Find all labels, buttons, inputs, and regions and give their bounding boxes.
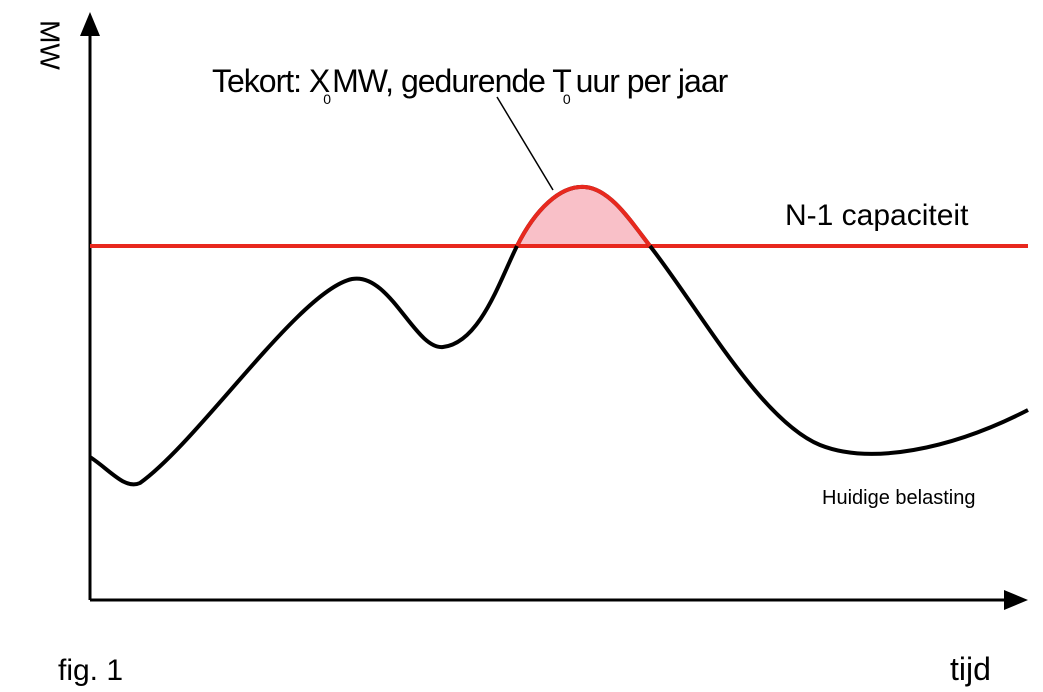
capacity-label: N-1 capaciteit [785,199,969,232]
annotation: Tekort: X0MW, gedurende T0 uur per jaar [212,63,729,107]
annotation-subscript: 0 [323,91,331,107]
annotation-text: MW, gedurende T [332,63,571,99]
shortage-curve [515,184,652,248]
load-label: Huidige belasting [822,487,975,509]
annotation-subscript: 0 [563,91,571,107]
y-axis-label: MW [35,20,66,70]
x-axis-label: tijd [950,651,991,687]
leader-line [496,96,554,191]
annotation-text: Tekort: X [212,63,330,99]
figure-label: fig. 1 [58,654,123,687]
y-axis-arrow [80,12,100,36]
x-axis-arrow [1004,590,1028,610]
annotation-text: uur per jaar [576,63,729,99]
